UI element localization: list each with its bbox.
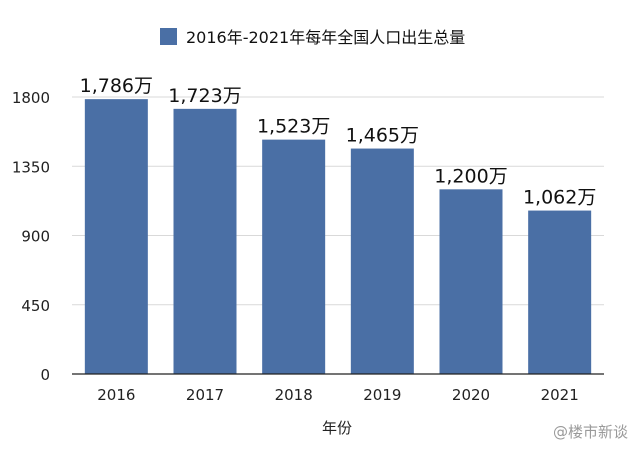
- data-label: 1,465万: [346, 125, 419, 147]
- bar: [173, 108, 237, 375]
- gridlines: [72, 96, 604, 306]
- legend-label: 2016年-2021年每年全国人口出生总量: [186, 28, 465, 47]
- y-tick-label: 0: [40, 366, 50, 384]
- x-tick-label: 2017: [186, 386, 224, 404]
- data-label: 1,200万: [434, 165, 507, 187]
- x-tick-labels: 2016 2017 2018 2019 2020 2021: [97, 386, 579, 404]
- data-label: 1,523万: [257, 116, 330, 138]
- legend-swatch: [160, 28, 177, 45]
- data-label: 1,062万: [523, 187, 596, 209]
- x-tick-label: 2016: [97, 386, 135, 404]
- bar: [528, 210, 592, 374]
- x-tick-label: 2018: [275, 386, 313, 404]
- bars: [84, 99, 592, 375]
- x-tick-label: 2019: [363, 386, 401, 404]
- data-label: 1,786万: [80, 75, 153, 97]
- y-tick-label: 1350: [12, 158, 50, 176]
- bar: [262, 139, 326, 374]
- bar: [350, 148, 414, 374]
- bar: [84, 99, 148, 374]
- watermark: @楼市新谈: [552, 423, 628, 441]
- y-tick-label: 450: [21, 297, 50, 315]
- y-tick-label: 900: [21, 228, 50, 246]
- data-label: 1,723万: [168, 85, 241, 107]
- x-axis-title: 年份: [322, 419, 352, 437]
- x-tick-label: 2020: [452, 386, 490, 404]
- y-tick-labels: 0 450 900 1350 1800: [12, 89, 50, 384]
- y-tick-label: 1800: [12, 89, 50, 107]
- bar: [439, 189, 503, 374]
- legend: 2016年-2021年每年全国人口出生总量: [160, 28, 465, 47]
- x-tick-label: 2021: [541, 386, 579, 404]
- data-labels: 1,786万 1,723万 1,523万 1,465万 1,200万 1,062万: [80, 75, 597, 208]
